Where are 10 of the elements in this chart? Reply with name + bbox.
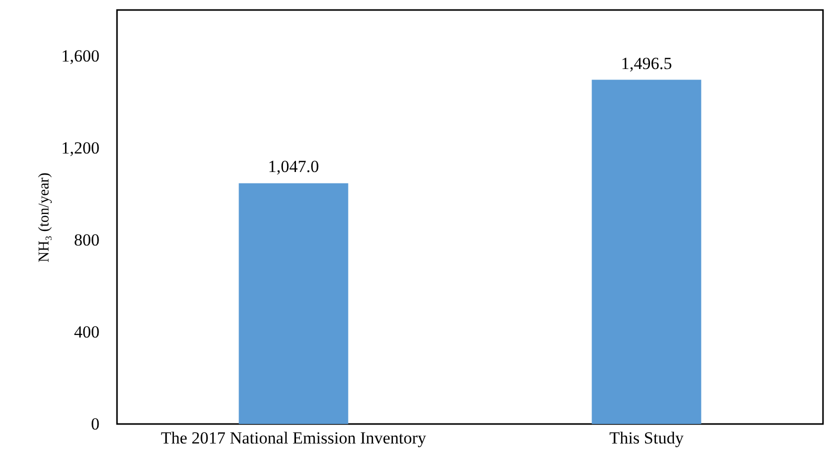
y-axis-title: NH₃ (ton/year) [36,172,52,262]
y-tick-label: 1,200 [61,138,100,158]
y-tick-label: 800 [74,230,100,250]
data-label: 1,047.0 [268,157,319,176]
y-tick-label: 0 [91,414,100,434]
data-label: 1,496.5 [621,54,672,73]
y-tick-label: 1,600 [61,46,100,66]
y-tick-label: 400 [74,322,100,342]
x-tick-label: The 2017 National Emission Inventory [160,428,427,448]
x-tick-label: This Study [609,428,684,448]
